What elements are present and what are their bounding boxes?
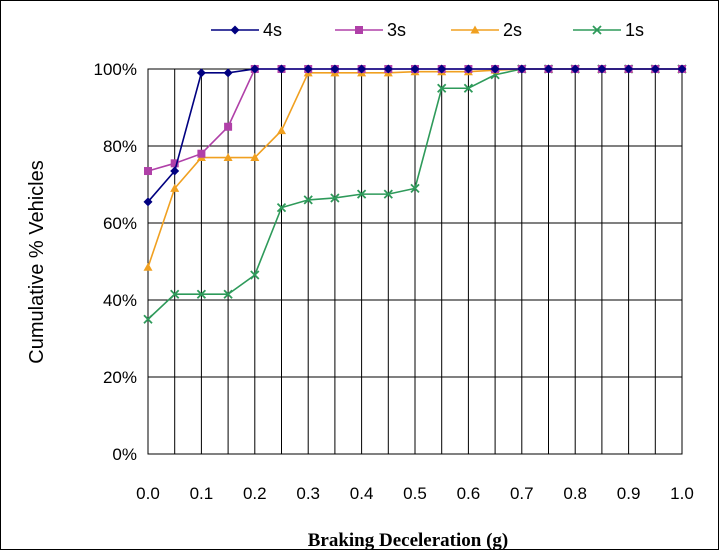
data-point <box>196 289 207 299</box>
legend-item: 2s <box>451 20 522 40</box>
data-point <box>250 64 260 74</box>
data-point <box>143 262 153 271</box>
x-tick-label: 0.5 <box>403 484 427 503</box>
data-point <box>303 64 313 74</box>
y-axis-label: Cumulative % Vehicles <box>26 160 48 363</box>
data-point <box>463 83 474 93</box>
y-tick-label: 20% <box>103 368 137 387</box>
data-point <box>470 25 480 34</box>
x-tick-label: 0.6 <box>457 484 481 503</box>
x-tick-label: 0.2 <box>243 484 267 503</box>
data-point <box>144 167 152 176</box>
legend-label: 2s <box>503 20 522 40</box>
data-point <box>650 64 660 74</box>
y-tick-label: 60% <box>103 214 137 233</box>
data-point <box>463 64 473 74</box>
data-point <box>224 122 233 131</box>
data-point <box>592 25 602 35</box>
data-point <box>196 68 206 78</box>
data-point <box>250 153 260 162</box>
data-point <box>490 64 500 74</box>
data-point <box>410 183 420 193</box>
data-point <box>437 83 447 93</box>
data-point <box>223 68 233 78</box>
data-point <box>250 270 260 280</box>
legend-item: 4s <box>211 20 282 40</box>
data-point <box>437 64 447 74</box>
legend: 4s 3s 2s 1s <box>211 20 644 40</box>
data-point <box>277 64 286 74</box>
data-point <box>355 26 363 34</box>
x-tick-label: 0.0 <box>136 484 160 503</box>
data-point <box>383 189 393 199</box>
x-axis-label: Braking Deceleration (g) <box>308 530 509 550</box>
data-point <box>170 166 180 176</box>
x-tick-label: 0.7 <box>510 484 534 503</box>
data-point <box>330 64 340 74</box>
data-point <box>303 195 313 205</box>
data-point <box>223 289 233 299</box>
data-point <box>357 64 367 74</box>
data-point <box>356 189 367 199</box>
data-point <box>276 202 287 213</box>
y-tick-label: 80% <box>103 137 137 156</box>
legend-label: 1s <box>625 20 644 40</box>
x-tick-label: 0.4 <box>350 484 374 503</box>
data-point <box>170 159 179 168</box>
data-point <box>277 126 286 135</box>
data-point <box>223 153 233 162</box>
data-point <box>570 64 580 74</box>
data-point <box>330 193 340 203</box>
data-point <box>597 64 607 74</box>
data-point <box>170 289 180 299</box>
data-point <box>143 197 153 207</box>
y-tick-label: 40% <box>103 291 137 310</box>
x-tick-label: 1.0 <box>670 484 694 503</box>
x-tick-label: 0.8 <box>563 484 587 503</box>
legend-label: 3s <box>387 20 406 40</box>
data-point <box>230 25 240 35</box>
legend-item: 1s <box>573 20 644 40</box>
data-point <box>624 64 634 74</box>
tick-labels: 0% 20% 40% 60% 80% 100% 0.0 0.1 0.2 0.3 0.4 0.5 0.6 0… <box>94 60 694 503</box>
x-tick-label: 0.1 <box>190 484 214 503</box>
legend-label: 4s <box>263 20 282 40</box>
data-point <box>410 64 420 74</box>
data-point <box>544 64 553 74</box>
series-4s <box>143 64 687 207</box>
data-point <box>170 183 180 192</box>
data-point <box>197 149 206 158</box>
data-point <box>383 64 393 74</box>
data-point <box>677 64 687 74</box>
y-tick-label: 100% <box>94 60 137 79</box>
data-point <box>143 314 153 324</box>
data-point <box>517 64 527 74</box>
x-tick-label: 0.9 <box>617 484 641 503</box>
legend-item: 3s <box>335 20 406 40</box>
series-layer <box>143 64 687 324</box>
y-tick-label: 0% <box>112 445 137 464</box>
x-tick-label: 0.3 <box>296 484 320 503</box>
